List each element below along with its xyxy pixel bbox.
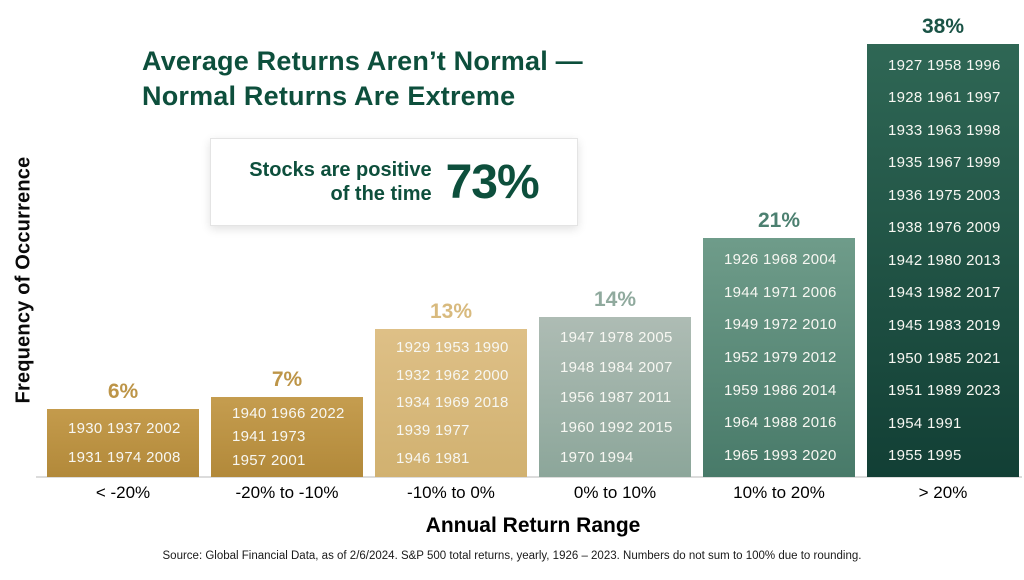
bar-year-row: 1932 1962 2000 <box>396 366 509 384</box>
bar-year-row: 1939 1977 <box>396 422 470 440</box>
bar-year-row: 1957 2001 <box>232 451 306 469</box>
x-tick-label: -20% to -10% <box>235 483 339 502</box>
x-tick-label: 10% to 20% <box>733 483 825 502</box>
x-tick-label: -10% to 0% <box>407 483 495 502</box>
bar-year-row: 1956 1987 2011 <box>560 388 672 406</box>
x-tick-label: 0% to 10% <box>573 483 657 502</box>
bar-year-row: 1949 1972 2010 <box>724 316 837 334</box>
source-note: Source: Global Financial Data, as of 2/6… <box>162 550 862 562</box>
bar-year-row: 1941 1973 <box>232 428 306 446</box>
bar-year-row: 1955 1995 <box>888 447 962 465</box>
chart-title: Average Returns Aren’t Normal — Normal R… <box>142 44 702 113</box>
callout-text: Stocks are positive of the time <box>249 158 431 207</box>
bar-percent-label: 7% <box>271 368 303 391</box>
chart-title-line2: Normal Returns Are Extreme <box>142 80 516 111</box>
bar-column-1: 6% 1930 1937 2002 1931 1974 2008 <box>47 380 199 477</box>
bar-year-row: 1970 1994 <box>560 448 634 466</box>
bar-year-row: 1965 1993 2020 <box>724 447 837 465</box>
bar-year-row: 1942 1980 2013 <box>888 251 1001 269</box>
bar-year-row: 1934 1969 2018 <box>396 394 509 412</box>
bar-percent-label: 13% <box>429 300 473 323</box>
bar-percent-label: 38% <box>921 15 965 38</box>
bar-year-row: 1952 1979 2012 <box>724 348 837 366</box>
bar-rect: 1930 1937 2002 1931 1974 2008 <box>47 409 199 477</box>
bar-year-row: 1940 1966 2022 <box>232 405 345 423</box>
bar-rect: 1947 1978 2005 1948 1984 2007 1956 1987 20… <box>539 317 691 477</box>
bar-column-4: 14% 1947 1978 2005 1948 1984 2007 1956 1987… <box>539 288 691 477</box>
y-axis-label: Frequency of Occurrence <box>12 156 35 404</box>
bar-year-row: 1964 1988 2016 <box>724 414 837 432</box>
callout-value: 73% <box>445 155 540 209</box>
bar-rect: 1927 1958 1996 1928 1961 1997 1933 1963 19… <box>867 44 1019 477</box>
bar-year-row: 1947 1978 2005 <box>560 328 673 346</box>
callout-text-line1: Stocks are positive <box>249 158 432 181</box>
bar-year-row: 1935 1967 1999 <box>888 154 1001 172</box>
bar-rect: 1926 1968 2004 1944 1971 2006 1949 1972 20… <box>703 238 855 477</box>
x-tick-label: < -20% <box>95 483 151 502</box>
bar-year-row: 1927 1958 1996 <box>888 56 1001 74</box>
bar-year-row: 1933 1963 1998 <box>888 121 1001 139</box>
bar-column-6: 38% 1927 1958 1996 1928 1961 1997 1933 1963… <box>867 15 1019 477</box>
bar-year-row: 1936 1975 2003 <box>888 186 1001 204</box>
bar-year-row: 1954 1991 <box>888 414 962 432</box>
callout-box: Stocks are positive of the time 73% <box>210 138 578 226</box>
bar-column-2: 7% 1940 1966 2022 1941 1973 1957 2001 <box>211 368 363 477</box>
bar-year-row: 1930 1937 2002 <box>68 420 181 437</box>
x-axis-baseline <box>36 476 1022 478</box>
callout-text-line2: of the time <box>330 183 432 205</box>
bar-rect: 1929 1953 1990 1932 1962 2000 1934 1969 20… <box>375 329 527 477</box>
bar-year-row: 1960 1992 2015 <box>560 418 673 436</box>
bar-year-row: 1948 1984 2007 <box>560 358 673 376</box>
bar-year-row: 1926 1968 2004 <box>724 250 837 268</box>
bar-year-row: 1950 1985 2021 <box>888 349 1001 367</box>
bar-year-row: 1945 1983 2019 <box>888 317 1001 335</box>
bar-year-row: 1951 1989 2023 <box>888 382 1001 400</box>
bar-year-row: 1944 1971 2006 <box>724 283 837 301</box>
bar-year-row: 1943 1982 2017 <box>888 284 1001 302</box>
bar-column-3: 13% 1929 1953 1990 1932 1962 2000 1934 1969… <box>375 300 527 477</box>
bar-year-row: 1931 1974 2008 <box>68 449 181 466</box>
bar-year-row: 1929 1953 1990 <box>396 339 509 357</box>
bar-percent-label: 14% <box>593 288 637 311</box>
bar-year-row: 1928 1961 1997 <box>888 89 1001 107</box>
chart-title-line1: Average Returns Aren’t Normal — <box>142 46 583 76</box>
bar-year-row: 1946 1981 <box>396 449 470 467</box>
bar-column-5: 21% 1926 1968 2004 1944 1971 2006 1949 1972… <box>703 209 855 477</box>
bar-year-row: 1959 1986 2014 <box>724 381 837 399</box>
bar-percent-label: 6% <box>107 380 139 403</box>
x-tick-label: > 20% <box>918 483 968 502</box>
bar-percent-label: 21% <box>757 209 801 232</box>
bar-rect: 1940 1966 2022 1941 1973 1957 2001 <box>211 397 363 477</box>
x-axis-title: Annual Return Range <box>425 514 641 537</box>
bar-year-row: 1938 1976 2009 <box>888 219 1001 237</box>
